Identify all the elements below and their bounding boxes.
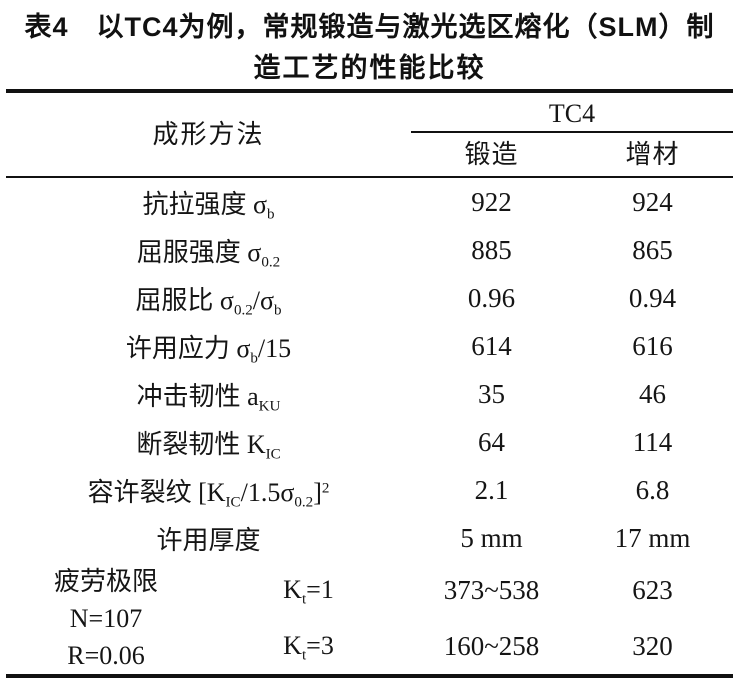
forging-value: 614 <box>471 330 512 361</box>
row-label: 许用厚度 <box>156 525 261 555</box>
row-label: 容许裂纹 [KIC/1.5σ0.2]2 <box>87 477 330 510</box>
fatigue-forging-value: 160~258 <box>443 631 540 661</box>
fatigue-kt-label: Kt=1 <box>283 575 334 608</box>
table-row: 屈服强度 σ0.2 885 865 <box>6 226 733 274</box>
fatigue-additive-column: 623 320 <box>572 562 733 674</box>
table-title-line2: 造工艺的性能比较 <box>253 53 486 83</box>
fatigue-additive-value: 623 <box>632 575 673 605</box>
additive-value: 924 <box>632 186 673 217</box>
fatigue-label-line: N=107 <box>69 603 143 633</box>
table-row: 许用应力 σb/15 614 616 <box>6 322 733 370</box>
forging-value: 5 mm <box>460 522 523 553</box>
table-top-rule <box>6 89 733 93</box>
row-label: 屈服比 σ0.2/σb <box>135 285 282 318</box>
table-body: 抗拉强度 σb 922 924 屈服强度 σ0.2 885 865 屈服比 σ0.2/σb 0… <box>6 178 733 562</box>
header-tc4-group: TC4 锻造 增材 <box>411 93 733 176</box>
forging-value: 0.96 <box>467 282 516 313</box>
table-row: 容许裂纹 [KIC/1.5σ0.2]2 2.1 6.8 <box>6 466 733 514</box>
table-row: 断裂韧性 KIC 64 114 <box>6 418 733 466</box>
table-title: 表4 以TC4为例，常规锻造与激光选区熔化（SLM）制 造工艺的性能比较 <box>0 0 739 89</box>
header-forming-method: 成形方法 <box>152 120 265 149</box>
row-label: 屈服强度 σ0.2 <box>136 237 281 270</box>
table-row: 屈服比 σ0.2/σb 0.96 0.94 <box>6 274 733 322</box>
forging-value: 885 <box>471 234 512 265</box>
additive-value: 865 <box>632 234 673 265</box>
header-forging: 锻造 <box>464 140 519 169</box>
fatigue-kt-column: Kt=1 Kt=3 <box>206 562 411 674</box>
row-label: 断裂韧性 KIC <box>136 429 281 462</box>
fatigue-additive-value: 320 <box>632 631 673 661</box>
forging-value: 35 <box>478 378 505 409</box>
forging-value: 64 <box>478 426 505 457</box>
additive-value: 114 <box>632 426 673 457</box>
fatigue-label-block: 疲劳极限 N=107 R=0.06 <box>6 562 206 674</box>
additive-value: 0.94 <box>628 282 677 313</box>
fatigue-forging-value: 373~538 <box>443 575 540 605</box>
table-title-line1: 表4 以TC4为例，常规锻造与激光选区熔化（SLM）制 <box>24 12 715 42</box>
table-row: 抗拉强度 σb 922 924 <box>6 178 733 226</box>
performance-table: 成形方法 TC4 锻造 增材 抗拉强度 σb 922 924 屈服强度 σ0.2 885… <box>6 89 733 678</box>
header-additive: 增材 <box>625 140 680 169</box>
row-label: 许用应力 σb/15 <box>125 333 292 366</box>
fatigue-forging-column: 373~538 160~258 <box>411 562 572 674</box>
header-subcolumns: 锻造 增材 <box>411 133 733 176</box>
additive-value: 6.8 <box>635 474 670 505</box>
table-header: 成形方法 TC4 锻造 增材 <box>6 93 733 176</box>
row-label: 抗拉强度 σb <box>142 189 275 222</box>
forging-value: 922 <box>471 186 512 217</box>
fatigue-kt-label: Kt=3 <box>283 631 334 664</box>
table-row: 许用厚度 5 mm 17 mm <box>6 514 733 562</box>
additive-value: 46 <box>639 378 666 409</box>
header-tc4: TC4 <box>548 99 596 128</box>
row-label: 冲击韧性 aKU <box>136 381 281 414</box>
forging-value: 2.1 <box>474 474 509 505</box>
fatigue-label-line: 疲劳极限 <box>53 566 158 596</box>
tc4-underline <box>411 131 733 133</box>
fatigue-label-line: R=0.06 <box>67 640 145 670</box>
fatigue-section: 疲劳极限 N=107 R=0.06 Kt=1 Kt=3 373~538 160~258 … <box>6 562 733 674</box>
header-separator-rule <box>6 176 733 178</box>
additive-value: 17 mm <box>614 522 691 553</box>
table-bottom-rule <box>6 674 733 678</box>
table-row: 冲击韧性 aKU 35 46 <box>6 370 733 418</box>
additive-value: 616 <box>632 330 673 361</box>
